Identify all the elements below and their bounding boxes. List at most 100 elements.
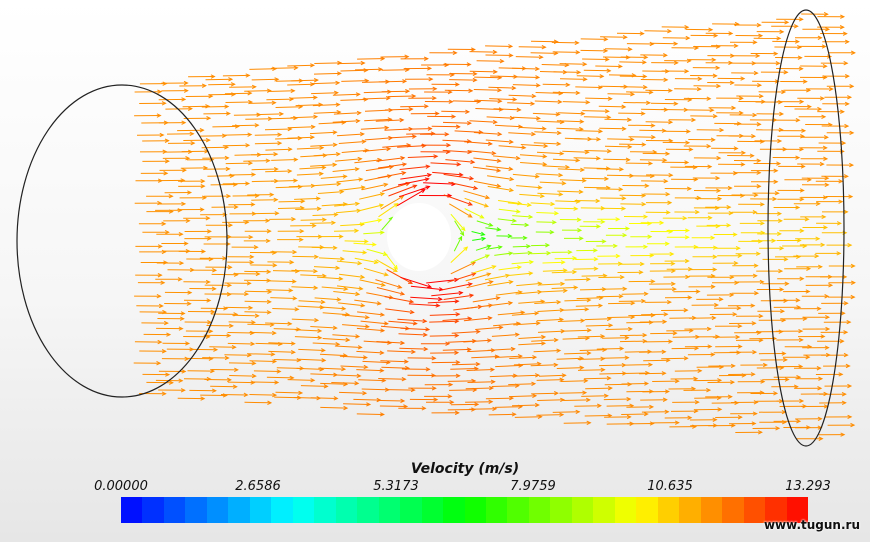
velocity-vector [291,286,318,289]
velocity-vector-head [793,384,799,389]
velocity-vector-head [272,392,278,398]
velocity-vector-head [585,277,591,282]
velocity-vector-head [454,299,460,304]
velocity-vector-head [434,111,440,116]
velocity-vector-head [403,359,409,364]
velocity-vector-head [806,266,812,271]
velocity-vector [311,92,338,95]
velocity-vector [333,112,361,115]
velocity-vector [357,58,385,60]
velocity-vector-head [332,162,338,167]
velocity-vector [604,145,632,148]
velocity-vector [312,342,340,345]
velocity-vector-head [454,319,460,324]
velocity-vector [520,162,547,165]
velocity-vector [310,373,338,376]
velocity-vector-head [378,67,384,72]
velocity-vector [381,366,409,369]
velocity-vector-head [378,203,385,208]
velocity-vector [602,337,629,339]
velocity-vector-head [602,273,608,278]
velocity-vector-head [737,253,743,258]
velocity-vector-head [427,66,433,71]
velocity-vector-head [366,402,372,407]
velocity-vector-head [553,337,559,343]
velocity-vector [319,306,346,310]
velocity-vector [340,98,368,101]
velocity-vector-head [488,399,494,404]
velocity-vector [606,405,634,407]
velocity-vector [581,395,608,397]
velocity-vector-head [205,137,211,143]
velocity-vector-head [753,192,759,198]
color-bar-band [292,497,315,523]
velocity-vector-head [845,363,851,369]
velocity-vector [551,41,579,44]
velocity-vector [579,349,607,351]
velocity-vector [556,120,584,123]
velocity-vector-head [814,253,820,259]
velocity-vector [512,374,539,377]
velocity-vector-head [622,286,628,292]
color-bar-band [335,497,358,523]
velocity-vector-head [734,280,740,285]
velocity-vector [534,131,561,134]
velocity-vector-head [775,61,781,66]
velocity-vector-head [300,199,306,204]
velocity-vector [472,297,500,303]
velocity-vector [318,367,346,370]
velocity-vector-head [292,296,298,301]
velocity-vector-head [784,377,790,382]
velocity-vector-head [250,380,256,385]
velocity-vector [247,323,274,326]
velocity-vector-head [650,134,656,140]
velocity-vector-head [314,317,320,323]
velocity-vector-head [736,305,742,311]
velocity-vector [244,401,272,404]
velocity-vector-head [455,360,461,365]
velocity-vector [399,347,428,350]
velocity-vector [376,399,405,402]
velocity-vector-head [529,260,535,265]
velocity-vector-head [289,375,295,380]
velocity-vector-head [265,238,271,244]
velocity-vector-head [359,132,365,137]
velocity-vector [335,210,361,214]
velocity-vector [344,240,368,242]
velocity-vector-head [773,179,779,184]
velocity-vector-head [777,138,783,144]
velocity-vector [442,348,471,351]
velocity-vector-head [817,416,823,422]
velocity-vector-head [759,139,765,144]
velocity-vector-head [686,58,692,64]
velocity-vector-head [496,168,502,173]
velocity-vector [518,46,546,48]
velocity-vector-head [726,205,732,210]
velocity-vector [382,182,410,192]
velocity-vector-head [607,413,613,418]
velocity-vector-head [648,161,654,166]
velocity-vector [384,108,413,111]
velocity-vector-head [251,84,257,90]
velocity-vector [222,74,250,77]
velocity-vector-head [823,225,829,230]
velocity-vector [266,376,294,379]
velocity-vector [209,346,236,348]
legend-tick-label: 5.3173 [373,479,419,494]
velocity-vector-head [489,385,495,391]
velocity-vector-head [559,317,565,322]
velocity-vector-head [618,187,624,192]
velocity-vector-head [630,92,636,97]
velocity-vector [618,112,645,115]
velocity-vector [266,98,293,101]
velocity-vector [621,413,648,415]
velocity-vector-head [553,391,559,396]
velocity-vector-head [662,157,668,163]
velocity-vector [488,86,516,89]
velocity-vector-head [405,89,411,94]
velocity-vector-head [161,101,167,106]
velocity-vector-head [665,358,671,363]
velocity-vector [340,223,364,227]
velocity-vector-head [156,360,162,366]
velocity-vector [607,316,635,318]
